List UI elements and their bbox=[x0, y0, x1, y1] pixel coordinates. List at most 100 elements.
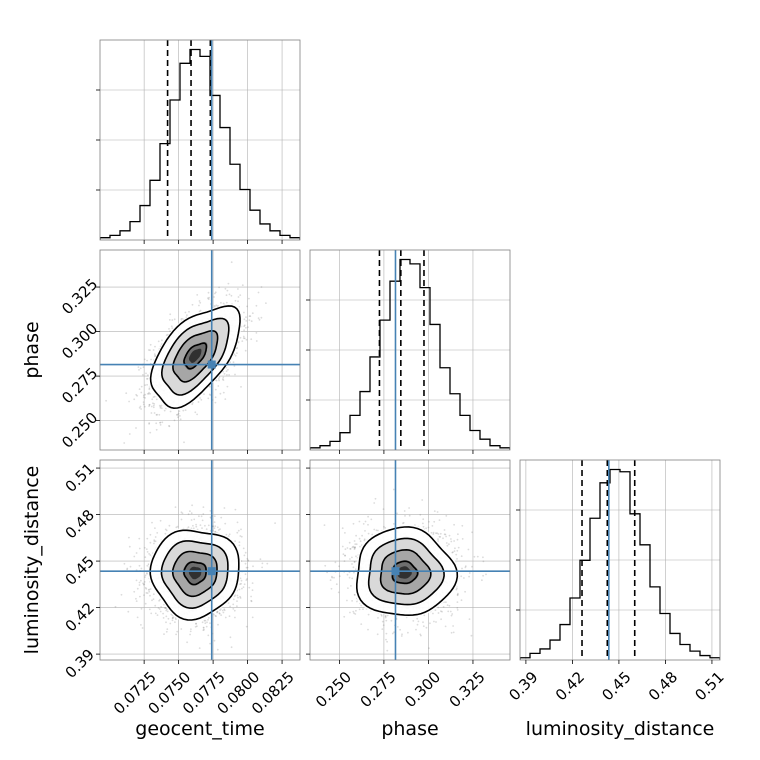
scatter-point bbox=[251, 589, 254, 592]
scatter-point bbox=[194, 625, 197, 628]
scatter-point bbox=[457, 546, 460, 549]
scatter-point bbox=[230, 646, 233, 649]
scatter-point bbox=[191, 504, 194, 507]
scatter-point bbox=[138, 547, 141, 550]
scatter-point bbox=[229, 605, 232, 608]
scatter-point bbox=[144, 574, 147, 577]
scatter-point bbox=[196, 625, 198, 628]
scatter-point bbox=[248, 319, 251, 321]
scatter-point bbox=[201, 519, 204, 522]
scatter-point bbox=[182, 409, 185, 412]
scatter-point bbox=[166, 628, 169, 631]
scatter-point bbox=[205, 625, 208, 628]
scatter-point bbox=[343, 615, 346, 618]
scatter-point bbox=[203, 393, 205, 395]
scatter-point bbox=[209, 394, 212, 396]
scatter-point bbox=[452, 631, 455, 634]
scatter-point bbox=[145, 372, 147, 375]
scatter-point bbox=[149, 349, 151, 352]
scatter-point bbox=[160, 463, 162, 465]
scatter-point bbox=[114, 605, 117, 608]
scatter-point bbox=[216, 610, 219, 613]
scatter-point bbox=[161, 339, 163, 342]
scatter-point bbox=[152, 598, 155, 600]
scatter-point bbox=[377, 529, 379, 532]
scatter-point bbox=[140, 624, 142, 626]
scatter-point bbox=[148, 423, 151, 425]
scatter-point bbox=[222, 611, 225, 614]
contour-line bbox=[149, 305, 241, 410]
scatter-point bbox=[218, 286, 221, 289]
scatter-point bbox=[220, 516, 223, 519]
scatter-point bbox=[238, 541, 241, 544]
scatter-point bbox=[225, 301, 228, 304]
scatter-point bbox=[153, 403, 156, 405]
scatter-point bbox=[187, 526, 190, 529]
scatter-point bbox=[146, 377, 149, 380]
scatter-point bbox=[146, 551, 149, 553]
scatter-point bbox=[142, 403, 145, 406]
scatter-point bbox=[186, 314, 188, 316]
scatter-point bbox=[160, 404, 163, 407]
scatter-point bbox=[161, 421, 164, 424]
scatter-point bbox=[146, 564, 149, 567]
scatter-point bbox=[236, 347, 239, 350]
scatter-point bbox=[445, 542, 448, 544]
scatter-point bbox=[246, 305, 249, 308]
scatter-point bbox=[179, 418, 182, 421]
scatter-point bbox=[449, 610, 452, 613]
scatter-point bbox=[169, 622, 172, 625]
scatter-point bbox=[189, 630, 192, 633]
scatter-point bbox=[165, 615, 168, 618]
scatter-point bbox=[165, 630, 168, 633]
scatter-point bbox=[226, 374, 228, 376]
scatter-point bbox=[239, 595, 242, 598]
scatter-point bbox=[149, 431, 152, 434]
scatter-point bbox=[354, 546, 356, 549]
scatter-point bbox=[232, 608, 235, 610]
scatter-point bbox=[236, 600, 238, 602]
scatter-point bbox=[266, 562, 269, 565]
scatter-point bbox=[234, 373, 236, 376]
scatter-point bbox=[214, 531, 216, 533]
scatter-point bbox=[241, 587, 243, 590]
scatter-point bbox=[126, 567, 129, 570]
scatter-point bbox=[214, 388, 217, 391]
scatter-point bbox=[135, 579, 138, 582]
scatter-point bbox=[199, 524, 202, 526]
scatter-point bbox=[198, 310, 201, 313]
scatter-point bbox=[238, 544, 241, 547]
scatter-point bbox=[257, 317, 260, 320]
scatter-point bbox=[171, 617, 174, 620]
scatter-point bbox=[141, 627, 144, 629]
scatter-point bbox=[408, 514, 411, 517]
scatter-point bbox=[176, 525, 179, 528]
scatter-point bbox=[338, 565, 340, 568]
scatter-point bbox=[240, 582, 243, 585]
scatter-point bbox=[247, 326, 249, 329]
panel-plot-area bbox=[520, 460, 720, 660]
scatter-point bbox=[146, 537, 149, 540]
scatter-point bbox=[147, 374, 149, 377]
scatter-point bbox=[144, 384, 147, 386]
scatter-point bbox=[150, 612, 153, 615]
scatter-point bbox=[157, 607, 160, 609]
scatter-point bbox=[206, 621, 208, 624]
scatter-point bbox=[229, 636, 232, 639]
scatter-point bbox=[243, 324, 246, 327]
scatter-point bbox=[225, 533, 228, 536]
scatter-point bbox=[143, 594, 145, 596]
scatter-point bbox=[240, 535, 243, 538]
scatter-point bbox=[222, 376, 225, 379]
scatter-point bbox=[140, 408, 143, 410]
scatter-point bbox=[168, 328, 170, 330]
scatter-point bbox=[201, 621, 204, 624]
scatter-point bbox=[219, 609, 221, 612]
scatter-point bbox=[150, 412, 153, 414]
scatter-point bbox=[384, 615, 387, 617]
scatter-point bbox=[208, 296, 211, 299]
scatter-point bbox=[205, 528, 208, 531]
histogram-geocent_time bbox=[100, 48, 300, 240]
scatter-point bbox=[392, 523, 395, 525]
scatter-point bbox=[239, 535, 242, 537]
